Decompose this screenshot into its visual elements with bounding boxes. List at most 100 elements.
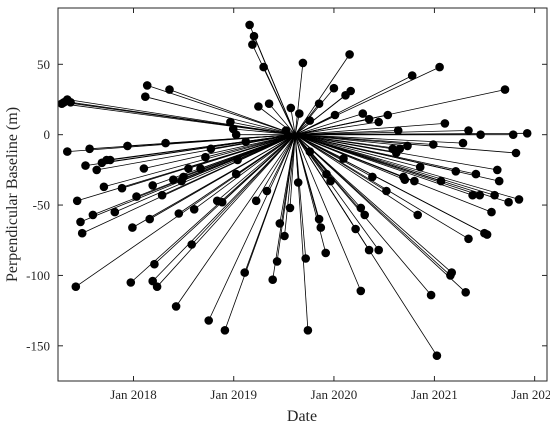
baseline-link	[221, 134, 296, 203]
acquisition-point	[240, 268, 249, 277]
acquisition-point	[368, 172, 377, 182]
acquisition-point	[285, 203, 295, 213]
baseline-link	[237, 134, 296, 161]
baseline-link	[295, 89, 506, 136]
acquisition-point	[468, 190, 477, 200]
baseline-link	[191, 134, 296, 245]
baseline-link	[295, 134, 500, 182]
acquisition-point	[382, 186, 391, 196]
baseline-link	[294, 54, 350, 135]
baseline-link	[294, 134, 307, 259]
acquisition-point	[432, 351, 442, 361]
acquisition-point	[429, 140, 438, 149]
x-axis-title: Date	[287, 408, 317, 425]
acquisition-point	[393, 126, 403, 135]
acquisition-point	[301, 254, 311, 263]
baseline-link	[295, 132, 528, 136]
acquisition-point	[150, 259, 159, 269]
acquisition-point	[326, 176, 335, 186]
acquisition-point	[464, 234, 473, 244]
acquisition-point	[356, 286, 366, 296]
baseline-link	[208, 134, 296, 321]
acquisition-point	[165, 85, 174, 94]
acquisition-point	[490, 190, 499, 200]
acquisition-point	[514, 195, 524, 204]
acquisition-point	[63, 147, 72, 156]
acquisition-point	[305, 116, 315, 125]
acquisition-point	[314, 214, 324, 224]
acquisition-point	[145, 214, 154, 224]
baseline-link	[216, 134, 296, 202]
acquisition-point	[522, 129, 532, 138]
y-tick-label: -150	[26, 338, 50, 353]
y-axis-title: Perpendicular Baseline (m)	[4, 107, 21, 282]
acquisition-point	[316, 223, 326, 232]
baseline-link	[294, 90, 351, 136]
acquisition-point	[264, 99, 274, 108]
acquisition-point	[220, 326, 230, 335]
acquisition-points	[57, 20, 532, 361]
acquisition-point	[476, 130, 485, 139]
acquisition-point	[142, 81, 152, 90]
acquisition-point	[451, 167, 461, 176]
acquisition-point	[206, 144, 216, 154]
baseline-link	[188, 134, 296, 169]
baseline-link	[295, 134, 520, 200]
baseline-link	[294, 134, 469, 240]
baseline-link	[295, 130, 469, 136]
baseline-link	[169, 89, 296, 136]
acquisition-point	[92, 165, 101, 175]
acquisition-point	[110, 207, 120, 217]
baseline-link	[295, 123, 445, 136]
acquisition-point	[123, 141, 132, 151]
baseline-link	[295, 134, 400, 150]
baseline-link	[175, 134, 296, 307]
baseline-link	[290, 107, 296, 135]
baseline-link	[205, 134, 296, 158]
baseline-link	[294, 134, 327, 253]
acquisition-point	[105, 155, 115, 165]
acquisition-point	[383, 110, 393, 120]
acquisition-point	[321, 248, 331, 258]
acquisition-point	[374, 245, 384, 255]
acquisition-point	[482, 230, 492, 239]
acquisition-point	[126, 278, 136, 287]
acquisition-point	[231, 130, 241, 139]
acquisition-point	[395, 144, 405, 154]
acquisition-point	[233, 155, 242, 165]
tick-labels: Jan 2018 Jan 2019 Jan 2020 Jan 2021 Jan 2022…	[26, 57, 550, 402]
acquisition-point	[500, 85, 510, 94]
acquisition-point	[458, 138, 468, 148]
acquisition-point	[128, 223, 137, 232]
acquisition-point	[217, 197, 227, 207]
baseline-link	[244, 134, 296, 273]
acquisition-point	[249, 31, 259, 41]
baseline-link	[295, 113, 363, 136]
baseline-link	[295, 134, 509, 203]
acquisition-point	[231, 169, 241, 179]
acquisition-point	[413, 210, 423, 220]
acquisition-point	[204, 316, 213, 325]
acquisition-point	[440, 119, 450, 128]
x-tick-label: Jan 2021	[411, 387, 458, 402]
baseline-link	[103, 134, 296, 188]
acquisition-point	[275, 219, 285, 228]
baseline-link	[156, 134, 296, 287]
acquisition-point	[281, 126, 291, 135]
acquisition-point	[293, 178, 303, 187]
acquisition-point	[461, 288, 471, 297]
acquisition-point	[330, 110, 340, 120]
acquisition-point	[81, 161, 90, 170]
acquisition-point	[410, 176, 419, 186]
baseline-link	[295, 66, 440, 136]
acquisition-point	[148, 181, 157, 190]
baseline-link	[149, 134, 296, 220]
acquisition-point	[76, 217, 85, 227]
baseline-link	[289, 134, 296, 208]
acquisition-point	[179, 172, 188, 182]
acquisition-point	[245, 20, 254, 30]
baseline-link	[266, 134, 296, 192]
acquisition-point	[248, 40, 257, 49]
baseline-link	[279, 134, 296, 224]
acquisition-point	[403, 141, 412, 151]
